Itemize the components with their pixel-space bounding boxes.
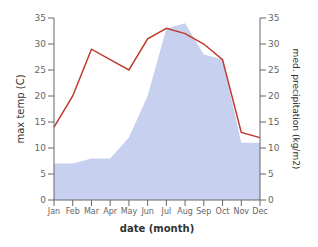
svg-text:25: 25 bbox=[268, 65, 279, 75]
svg-text:5: 5 bbox=[268, 169, 274, 179]
svg-text:15: 15 bbox=[268, 117, 279, 127]
svg-text:Sep: Sep bbox=[196, 207, 211, 216]
svg-text:Jul: Jul bbox=[161, 207, 172, 216]
svg-text:20: 20 bbox=[268, 91, 280, 101]
svg-text:15: 15 bbox=[35, 117, 46, 127]
svg-text:Apr: Apr bbox=[103, 207, 118, 216]
svg-text:Mar: Mar bbox=[84, 207, 100, 216]
svg-text:10: 10 bbox=[35, 143, 47, 153]
svg-text:Jun: Jun bbox=[140, 207, 154, 216]
svg-text:May: May bbox=[121, 207, 138, 216]
svg-text:Oct: Oct bbox=[216, 207, 230, 216]
svg-text:10: 10 bbox=[268, 143, 280, 153]
svg-text:max temp (C): max temp (C) bbox=[15, 74, 26, 143]
svg-text:20: 20 bbox=[35, 91, 47, 101]
svg-text:25: 25 bbox=[35, 65, 46, 75]
svg-text:Aug: Aug bbox=[177, 207, 193, 216]
svg-text:med. precipitation (kg/m2): med. precipitation (kg/m2) bbox=[291, 49, 301, 170]
svg-text:30: 30 bbox=[35, 39, 47, 49]
svg-text:Nov: Nov bbox=[233, 207, 249, 216]
svg-text:Jan: Jan bbox=[47, 207, 60, 216]
svg-text:30: 30 bbox=[268, 39, 280, 49]
svg-text:5: 5 bbox=[40, 169, 46, 179]
svg-text:0: 0 bbox=[40, 195, 46, 205]
svg-text:Dec: Dec bbox=[252, 207, 267, 216]
svg-text:Feb: Feb bbox=[66, 207, 80, 216]
svg-text:0: 0 bbox=[268, 195, 274, 205]
svg-text:35: 35 bbox=[35, 13, 46, 23]
svg-text:35: 35 bbox=[268, 13, 279, 23]
svg-text:date (month): date (month) bbox=[120, 223, 194, 234]
